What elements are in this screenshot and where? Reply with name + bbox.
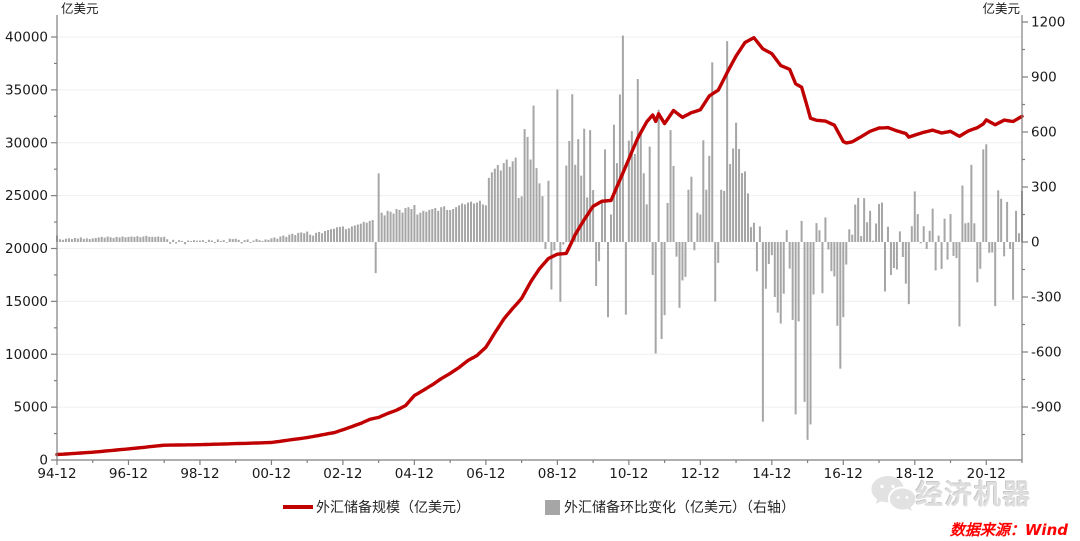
svg-text:98-12: 98-12 xyxy=(180,466,219,482)
svg-text:18-12: 18-12 xyxy=(895,466,934,482)
svg-text:-600: -600 xyxy=(1031,345,1062,361)
svg-text:20-12: 20-12 xyxy=(967,466,1006,482)
svg-text:10000: 10000 xyxy=(5,347,48,363)
svg-text:0: 0 xyxy=(39,453,48,469)
right-axis: 1200 900 600 300 0 -300 -600 -900 亿美元 xyxy=(982,1,1065,460)
svg-text:20000: 20000 xyxy=(5,241,48,257)
svg-text:40000: 40000 xyxy=(5,30,48,46)
reserves-line xyxy=(55,36,1024,457)
left-axis: 0 5000 10000 15000 20000 25000 30000 35000 40000… xyxy=(5,1,98,469)
svg-text:25000: 25000 xyxy=(5,188,48,204)
svg-text:94-12: 94-12 xyxy=(37,466,76,482)
legend-item-mom-change[interactable]: 外汇储备环比变化（亿美元）（右轴） xyxy=(545,498,795,516)
svg-text:亿美元: 亿美元 xyxy=(61,1,99,16)
svg-text:5000: 5000 xyxy=(14,400,48,416)
svg-text:08-12: 08-12 xyxy=(538,466,577,482)
line-marker-icon xyxy=(283,505,313,509)
svg-text:96-12: 96-12 xyxy=(109,466,148,482)
svg-text:12-12: 12-12 xyxy=(681,466,720,482)
svg-text:亿美元: 亿美元 xyxy=(982,1,1020,16)
svg-text:16-12: 16-12 xyxy=(824,466,863,482)
x-axis: 94-12 96-12 98-12 00-12 02-12 04-12 06-12 08-12… xyxy=(37,459,1023,482)
legend-item-reserves[interactable]: 外汇储备规模（亿美元） xyxy=(283,498,470,516)
svg-text:35000: 35000 xyxy=(5,82,48,98)
legend-label-reserves: 外汇储备规模（亿美元） xyxy=(316,500,470,516)
svg-text:30000: 30000 xyxy=(5,135,48,151)
svg-text:06-12: 06-12 xyxy=(466,466,505,482)
bars-series-mom-change xyxy=(56,35,1023,440)
svg-text:0: 0 xyxy=(1031,235,1040,251)
svg-text:10-12: 10-12 xyxy=(609,466,648,482)
svg-text:-300: -300 xyxy=(1031,290,1062,306)
square-marker-icon xyxy=(545,499,560,515)
svg-text:900: 900 xyxy=(1031,70,1057,86)
legend-label-mom-change: 外汇储备环比变化（亿美元）（右轴） xyxy=(564,500,795,516)
data-source-note: 数据来源：Wind xyxy=(949,521,1068,539)
svg-text:00-12: 00-12 xyxy=(252,466,291,482)
svg-text:02-12: 02-12 xyxy=(323,466,362,482)
combo-chart: 0 5000 10000 15000 20000 25000 30000 35000 40000… xyxy=(5,1,1065,482)
svg-text:-900: -900 xyxy=(1031,400,1062,416)
svg-text:1200: 1200 xyxy=(1031,15,1065,31)
svg-text:04-12: 04-12 xyxy=(395,466,434,482)
svg-text:15000: 15000 xyxy=(5,294,48,310)
svg-text:300: 300 xyxy=(1031,180,1057,196)
svg-text:14-12: 14-12 xyxy=(752,466,791,482)
svg-text:600: 600 xyxy=(1031,125,1057,141)
